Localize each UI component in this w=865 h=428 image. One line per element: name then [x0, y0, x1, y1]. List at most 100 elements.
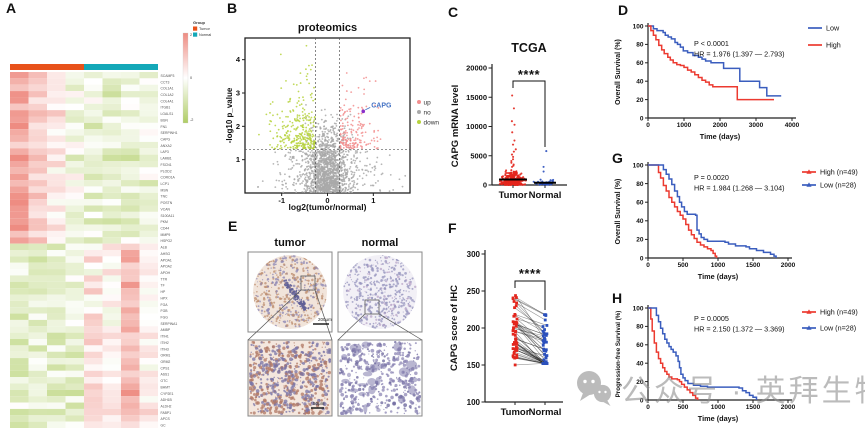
svg-text:2: 2	[190, 33, 192, 37]
svg-text:OTC: OTC	[161, 379, 169, 383]
km-curve-2	[648, 307, 758, 400]
svg-text:Normal: Normal	[199, 33, 211, 37]
svg-text:ANXA2: ANXA2	[161, 144, 172, 148]
svg-text:20: 20	[636, 97, 644, 104]
km-stats: P = 0.0020	[694, 173, 729, 182]
svg-text:down: down	[424, 120, 440, 127]
svg-text:no: no	[424, 110, 432, 117]
svg-text:LAP3: LAP3	[161, 150, 169, 154]
panel-label-b: B	[227, 0, 238, 16]
paired-normal-points	[541, 313, 549, 365]
km-stats: HR = 1.984 (1.268 — 3.104)	[694, 184, 785, 193]
km-curve-1	[648, 164, 718, 258]
svg-text:COL1A1: COL1A1	[161, 87, 174, 91]
svg-text:HPX: HPX	[161, 296, 169, 300]
km-stats: HR = 2.150 (1.372 — 3.369)	[694, 325, 785, 334]
svg-text:ITIH1: ITIH1	[161, 335, 169, 339]
km-ylabel: Overall Survival (%)	[615, 39, 622, 105]
tcga-points-tumor	[498, 94, 527, 187]
svg-text:0: 0	[640, 115, 644, 122]
svg-text:LAMB1: LAMB1	[161, 157, 172, 161]
svg-text:Tumor: Tumor	[199, 27, 211, 31]
svg-text:MMP9: MMP9	[161, 233, 171, 237]
svg-text:-1: -1	[278, 196, 285, 205]
svg-text:FGB: FGB	[161, 309, 169, 313]
svg-text:SERPINA1: SERPINA1	[161, 322, 178, 326]
tcga-title: TCGA	[511, 41, 546, 55]
svg-text:LCP1: LCP1	[161, 182, 170, 186]
scale-bar-200um: 200μm	[318, 317, 332, 322]
svg-text:3: 3	[236, 89, 240, 98]
svg-text:1: 1	[236, 155, 240, 164]
svg-text:SCAMP3: SCAMP3	[161, 74, 175, 78]
svg-text:CPS1: CPS1	[161, 366, 170, 370]
svg-text:Normal: Normal	[529, 190, 562, 201]
sig-bracket	[512, 80, 546, 147]
tcga-points-normal	[532, 150, 555, 186]
svg-text:ALDH2: ALDH2	[161, 405, 172, 409]
svg-text:LGALS1: LGALS1	[161, 112, 174, 116]
svg-text:COL1A2: COL1A2	[161, 93, 174, 97]
km-ylabel: Progression-free Survival (%)	[615, 311, 622, 398]
km-curve-1	[648, 307, 699, 400]
svg-text:ALB: ALB	[161, 246, 168, 250]
svg-text:ASS1: ASS1	[161, 373, 170, 377]
svg-text:POSTN: POSTN	[161, 201, 173, 205]
panel-label-d: D	[618, 2, 629, 18]
svg-text:TNC: TNC	[161, 195, 169, 199]
ihc-tissue-tb	[249, 341, 331, 415]
svg-text:FN1: FN1	[161, 125, 168, 129]
svg-text:CORO1A: CORO1A	[161, 176, 176, 180]
svg-text:BHMT: BHMT	[161, 385, 171, 389]
svg-text:-2: -2	[190, 118, 193, 122]
svg-text:ADH1B: ADH1B	[161, 398, 173, 402]
sig-stars: ****	[518, 67, 541, 82]
heatmap-colorbar	[182, 32, 189, 124]
panel-e-ihc-images: tumor normal 200μm 50μm	[247, 237, 423, 417]
svg-text:APOA1: APOA1	[161, 258, 172, 262]
svg-text:0: 0	[190, 76, 192, 80]
svg-text:Tumor: Tumor	[499, 190, 528, 201]
km-stats: P < 0.0001	[694, 39, 729, 48]
volcano-title: proteomics	[298, 22, 357, 34]
ihc-title-tumor: tumor	[274, 237, 306, 249]
km-xlabel: Time (days)	[698, 272, 739, 281]
svg-text:0: 0	[483, 181, 487, 190]
scale-bar-50um: 50μm	[313, 401, 325, 406]
ihc-zoom-box-tumor	[300, 275, 316, 291]
km-stats: HR = 1.976 (1.397 — 2.793)	[694, 50, 785, 59]
svg-text:APOH: APOH	[161, 271, 171, 275]
svg-text:4: 4	[236, 55, 241, 64]
svg-text:HSPG2: HSPG2	[161, 239, 173, 243]
svg-text:VCAN: VCAN	[161, 207, 171, 211]
svg-text:3000: 3000	[749, 122, 764, 129]
svg-text:FGG: FGG	[161, 316, 169, 320]
km-ylabel: Overall Survival (%)	[615, 179, 622, 245]
svg-text:BGN: BGN	[161, 118, 169, 122]
svg-text:CAPG: CAPG	[161, 138, 171, 142]
panel-label-e: E	[228, 218, 238, 234]
svg-text:ORM1: ORM1	[161, 354, 171, 358]
panel-b-volcano-plot: proteomics -1 0 1 1 2 3 4 log2(tumor/normal) -log…	[225, 22, 440, 212]
svg-text:5000: 5000	[470, 151, 487, 160]
panel-label-g: G	[612, 150, 623, 166]
svg-text:0: 0	[646, 122, 650, 129]
km-legend-label: Low (n=28)	[820, 324, 856, 333]
sig-stars: ****	[519, 266, 542, 281]
svg-text:COL4A1: COL4A1	[161, 99, 174, 103]
svg-text:FSCN1: FSCN1	[161, 163, 172, 167]
svg-text:FGA: FGA	[161, 303, 169, 307]
svg-text:1000: 1000	[677, 122, 692, 129]
svg-text:1: 1	[371, 196, 375, 205]
capg-point	[361, 109, 366, 114]
svg-text:up: up	[424, 100, 432, 107]
km-legend-label: Low (n=28)	[820, 181, 856, 190]
km-legend-label: High (n=49)	[820, 168, 858, 177]
volcano-xlabel: log2(tumor/normal)	[289, 202, 367, 212]
svg-text:AMBP: AMBP	[161, 328, 171, 332]
panel-c-tcga-strip-plot: TCGA 0 5000 10000 15000 20000 CAPG mRNA level T…	[450, 41, 567, 201]
